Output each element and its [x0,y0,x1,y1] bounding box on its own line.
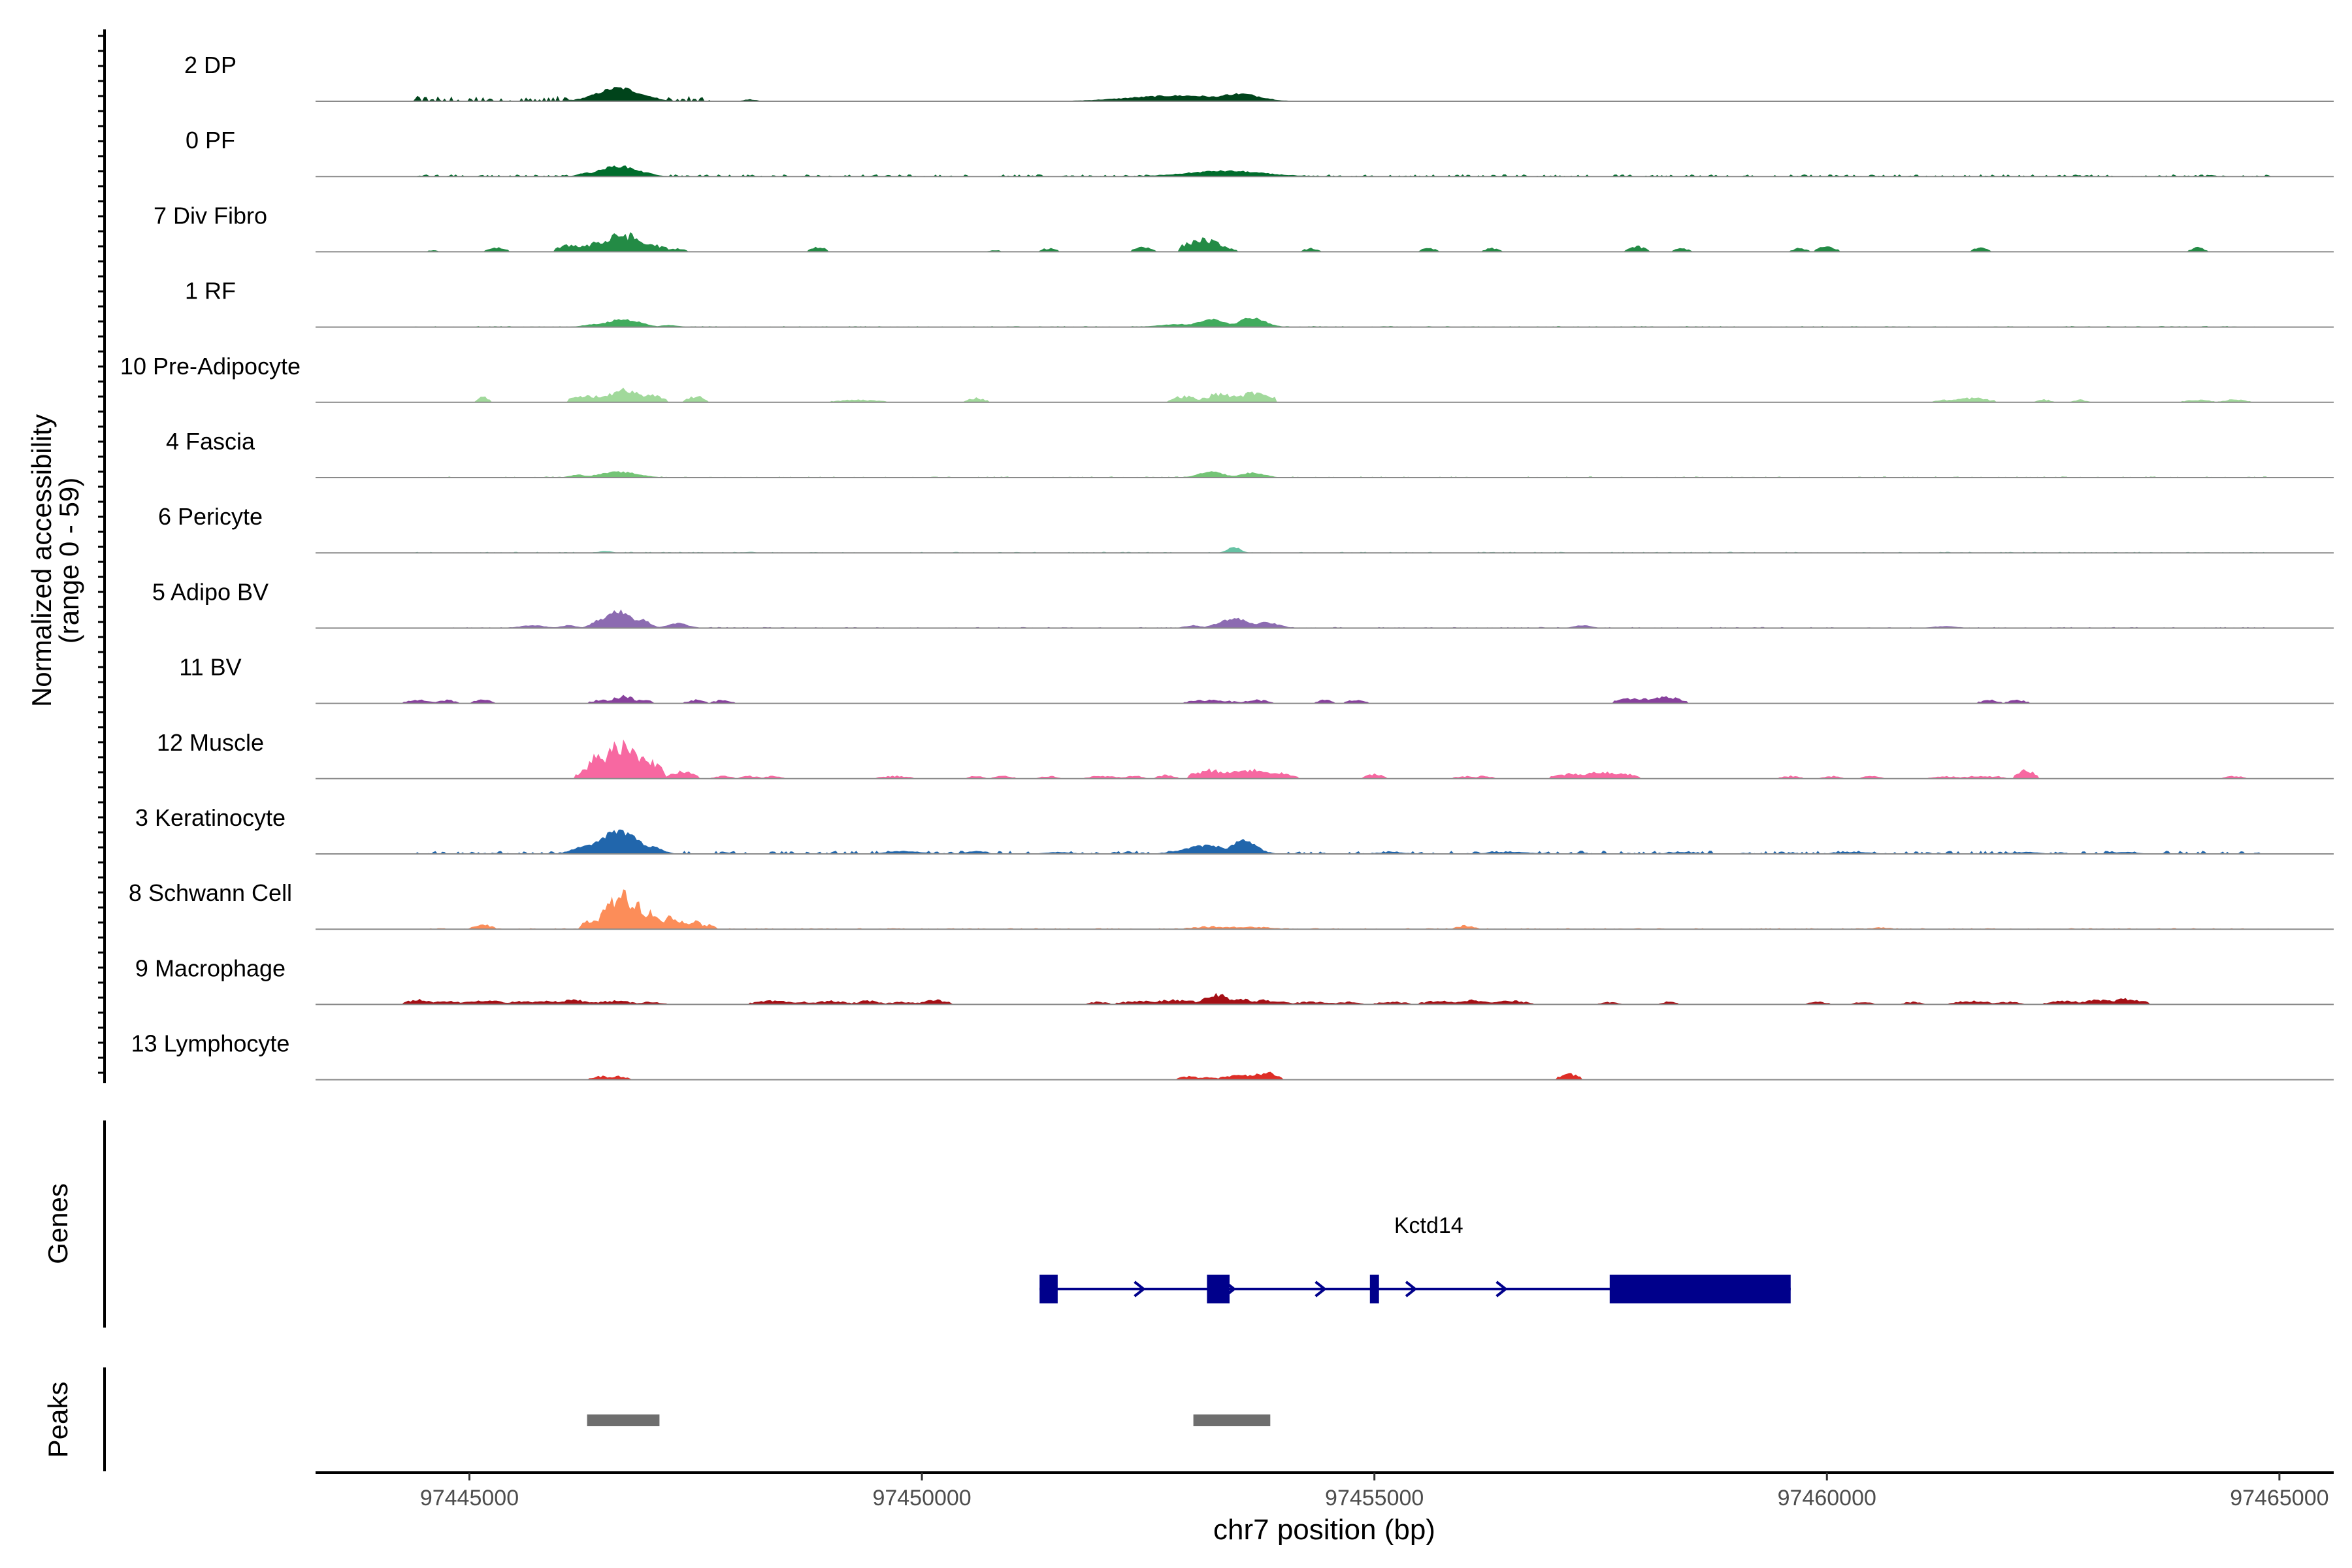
track-9-macrophage: 9 Macrophage [135,955,2334,1005]
gene-strand-arrow [1134,1281,1146,1298]
coverage-area-4-fascia [316,471,2334,478]
gene-strand-arrow [1405,1281,1418,1298]
genes-panel-label: Genes [42,1183,73,1264]
track-10-pre-adipocyte: 10 Pre-Adipocyte [120,353,2334,403]
gene-strand-arrow [1495,1281,1508,1298]
track-label-3-keratinocyte: 3 Keratinocyte [135,804,286,831]
genes-panel: Genes Kctd14 [42,1120,1791,1328]
peaks-panel: Peaks [42,1367,1271,1471]
track-2-dp: 2 DP [184,52,2334,102]
gene-exon [1207,1275,1230,1303]
track-label-1-rf: 1 RF [185,278,236,304]
coverage-area-9-macrophage [316,992,2334,1005]
track-1-rf: 1 RF [185,278,2334,328]
x-tick-label: 97460000 [1778,1486,1876,1511]
coverage-area-12-muscle [316,740,2334,779]
x-axis-label: chr7 position (bp) [1213,1514,1435,1546]
x-tick-label: 97465000 [2230,1486,2328,1511]
track-4-fascia: 4 Fascia [166,428,2334,478]
track-label-4-fascia: 4 Fascia [166,428,255,455]
gene-label-kctd14: Kctd14 [1394,1213,1463,1238]
peak-regions [587,1414,1271,1426]
x-axis-ticks: 97445000 97450000 97455000 97460000 97465000 [420,1473,2329,1511]
coverage-area-10-pre-adipocyte [316,387,2334,402]
x-tick-label: 97450000 [872,1486,971,1511]
track-label-6-pericyte: 6 Pericyte [158,503,263,530]
track-label-0-pf: 0 PF [186,127,235,154]
track-5-adipo-bv: 5 Adipo BV [152,578,2334,629]
y-axis-label-line2: (range 0 - 59) [54,478,84,644]
x-tick-label: 97455000 [1325,1486,1424,1511]
y-axis-ticks [98,35,105,1074]
coverage-tracks: 2 DP 0 PF 7 Div Fibro 1 RF 10 Pre-Adipocyte 4… [120,52,2334,1081]
coverage-area-0-pf [316,165,2334,177]
coverage-area-13-lymphocyte [316,1071,2334,1080]
coverage-area-2-dp [316,87,2334,101]
gene-models: Kctd14 [1039,1213,1791,1303]
track-label-8-schwann-cell: 8 Schwann Cell [129,879,292,906]
track-11-bv: 11 BV [179,654,2334,704]
peak-region [587,1414,660,1426]
track-3-keratinocyte: 3 Keratinocyte [135,804,2334,855]
x-axis: 97445000 97450000 97455000 97460000 97465000 [316,1471,2334,1511]
track-label-11-bv: 11 BV [179,654,241,681]
coverage-area-1-rf [316,318,2334,327]
track-12-muscle: 12 Muscle [157,729,2334,779]
gene-exon [1039,1275,1058,1303]
track-label-13-lymphocyte: 13 Lymphocyte [131,1030,290,1057]
track-label-5-adipo-bv: 5 Adipo BV [152,578,269,605]
gene-kctd14: Kctd14 [1039,1213,1791,1303]
gene-exon [1369,1275,1379,1303]
peak-region [1193,1414,1271,1426]
coverage-area-8-schwann-cell [316,889,2334,930]
coverage-area-3-keratinocyte [316,829,2334,854]
track-label-7-div-fibro: 7 Div Fibro [154,202,267,229]
track-label-10-pre-adipocyte: 10 Pre-Adipocyte [120,353,301,380]
track-0-pf: 0 PF [186,127,2334,178]
track-label-12-muscle: 12 Muscle [157,729,264,756]
coverage-area-11-bv [316,694,2334,704]
track-13-lymphocyte: 13 Lymphocyte [131,1030,2334,1081]
coverage-area-7-div-fibro [316,232,2334,252]
y-axis-label-line1: Normalized accessibility [26,414,57,707]
gene-exon [1609,1275,1791,1303]
track-label-9-macrophage: 9 Macrophage [135,955,286,981]
y-axis [98,29,106,1083]
track-8-schwann-cell: 8 Schwann Cell [129,879,2334,930]
x-tick-label: 97445000 [420,1486,519,1511]
peaks-panel-label: Peaks [42,1382,73,1458]
gene-strand-arrow [1315,1281,1327,1298]
coverage-area-5-adipo-bv [316,609,2334,629]
coverage-area-6-pericyte [316,547,2334,553]
track-6-pericyte: 6 Pericyte [158,503,2334,554]
track-label-2-dp: 2 DP [184,52,237,78]
track-7-div-fibro: 7 Div Fibro [154,202,2334,253]
